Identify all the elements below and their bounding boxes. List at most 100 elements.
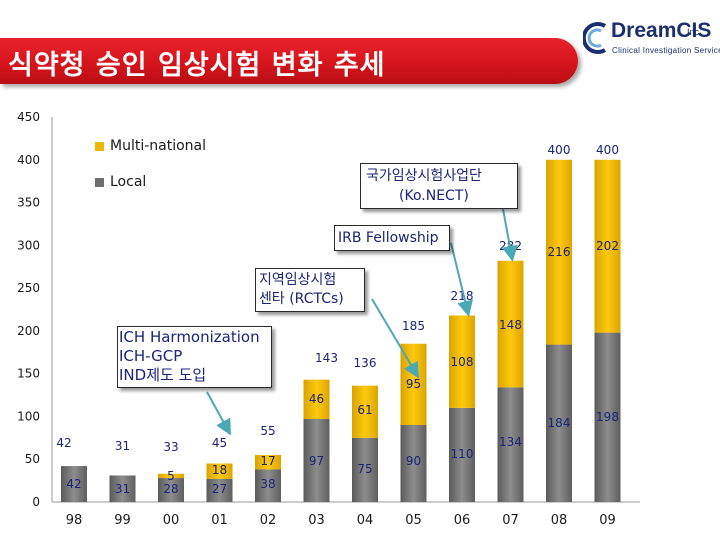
annotation-arrow (501, 208, 518, 262)
data-label-multinational: 202 (596, 239, 619, 253)
bar-local (352, 437, 378, 502)
bar-multinational (546, 159, 572, 345)
y-tick-label: 100 (17, 409, 40, 423)
data-label-local: 110 (451, 447, 474, 461)
x-tick-label: 05 (405, 513, 422, 528)
data-label-multinational: 17 (260, 454, 275, 468)
bar-local (158, 478, 184, 502)
x-tick-label: 02 (260, 513, 277, 528)
data-label-local: 42 (66, 477, 81, 491)
annotation-rctc-line1: 지역임상시험 (259, 272, 337, 288)
title-bar: 식약청 승인 임상시험 변화 추세 (0, 38, 578, 84)
data-label-total: 400 (548, 143, 571, 157)
x-tick-label: 06 (454, 513, 471, 528)
bar-multinational (303, 379, 330, 420)
bar-local (497, 387, 524, 502)
data-label-multinational: 46 (309, 392, 324, 406)
bar-local (61, 466, 87, 502)
bar-local (546, 344, 572, 502)
legend-label-local: Local (110, 174, 147, 190)
bar-local (206, 478, 233, 502)
data-label-multinational: 5 (167, 469, 175, 483)
x-tick-label: 04 (357, 513, 374, 528)
annotation-ich-line3: IND제도 도입 (119, 366, 207, 384)
annotation-ich-line2: ICH-GCP (119, 347, 183, 365)
annotation-rctc-line2: 센타 (RCTCs) (259, 291, 344, 307)
y-tick-label: 200 (17, 324, 40, 338)
data-label-local: 90 (406, 454, 421, 468)
x-tick-label: 03 (308, 513, 325, 528)
annotation-box-irb: IRB Fellowship (334, 225, 450, 251)
x-tick-label: 00 (163, 513, 180, 528)
bar-local (594, 332, 621, 502)
data-label-total: 33 (163, 440, 178, 454)
annotation-box-konect: 국가임상시험사업단 (Ko.NECT) (360, 163, 518, 209)
data-label-multinational: 61 (357, 403, 372, 417)
data-label-local: 97 (309, 454, 324, 468)
data-label-multinational: 18 (212, 463, 227, 477)
x-tick-label: 07 (502, 513, 519, 528)
legend-local: Local (95, 174, 146, 190)
legend-label-multinational: Multi-national (110, 138, 207, 154)
data-label-total: 45 (212, 436, 227, 450)
bar-multinational (255, 454, 281, 470)
bar-multinational (594, 159, 621, 333)
bar-local (303, 419, 330, 502)
data-label-total: 42 (56, 436, 71, 450)
annotation-box-rctc: 지역임상시험 센타 (RCTCs) (255, 268, 365, 312)
y-tick-label: 350 (17, 196, 40, 210)
legend-swatch-multinational (95, 141, 104, 151)
data-label-local: 38 (260, 477, 275, 491)
data-label-multinational: 95 (406, 377, 421, 391)
data-label-local: 28 (163, 482, 178, 496)
bar-multinational (158, 473, 184, 479)
data-label-total: 185 (402, 319, 425, 333)
data-label-multinational: 216 (548, 245, 571, 259)
x-tick-label: 09 (599, 513, 616, 528)
y-tick-label: 50 (25, 452, 40, 466)
annotation-arrow (450, 242, 473, 317)
dreamcis-logo: DreamCIS Inc. Clinical Investigation Ser… (583, 18, 720, 62)
legend-swatch-local (95, 177, 104, 187)
annotation-konect-line1: 국가임상시험사업단 (366, 168, 482, 184)
data-label-total: 31 (115, 439, 130, 453)
annotation-ich-line1: ICH Harmonization (119, 328, 260, 346)
y-tick-label: 450 (17, 110, 40, 124)
data-label-local: 198 (596, 410, 619, 424)
annotation-box-ich: ICH Harmonization ICH-GCP IND제도 도입 (117, 326, 272, 388)
x-tick-label: 08 (551, 513, 568, 528)
logo-suffix: Inc. (687, 27, 702, 37)
data-label-local: 27 (212, 482, 227, 496)
data-label-local: 75 (357, 462, 372, 476)
bar-multinational (497, 260, 524, 388)
annotation-arrow (206, 391, 231, 436)
logo-name: DreamCIS (611, 19, 712, 42)
logo-mark-icon (583, 22, 607, 54)
legend-multinational: Multi-national (95, 138, 206, 154)
data-label-local: 31 (115, 482, 130, 496)
annotation-konect-line2: (Ko.NECT) (399, 188, 469, 204)
annotation-irb: IRB Fellowship (338, 230, 439, 246)
bar-local (255, 469, 281, 502)
y-tick-label: 250 (17, 281, 40, 295)
data-label-total: 55 (260, 424, 275, 438)
bar-multinational (206, 463, 233, 479)
logo-tagline: Clinical Investigation Services (612, 46, 720, 55)
data-label-local: 134 (499, 435, 522, 449)
annotation-arrow (371, 298, 420, 379)
bar-local (400, 425, 427, 502)
y-tick-label: 0 (32, 495, 40, 509)
y-tick-label: 300 (17, 238, 40, 252)
data-label-local: 184 (548, 416, 571, 430)
bar-multinational (400, 343, 427, 425)
y-tick-label: 400 (17, 153, 40, 167)
data-label-total: 400 (596, 143, 619, 157)
x-tick-label: 98 (66, 513, 83, 528)
bar-multinational (352, 385, 378, 438)
data-label-multinational: 148 (499, 318, 522, 332)
data-label-multinational: 108 (451, 355, 474, 369)
bar-local (449, 407, 475, 502)
data-label-total: 143 (315, 351, 338, 365)
bar-local (109, 475, 136, 502)
